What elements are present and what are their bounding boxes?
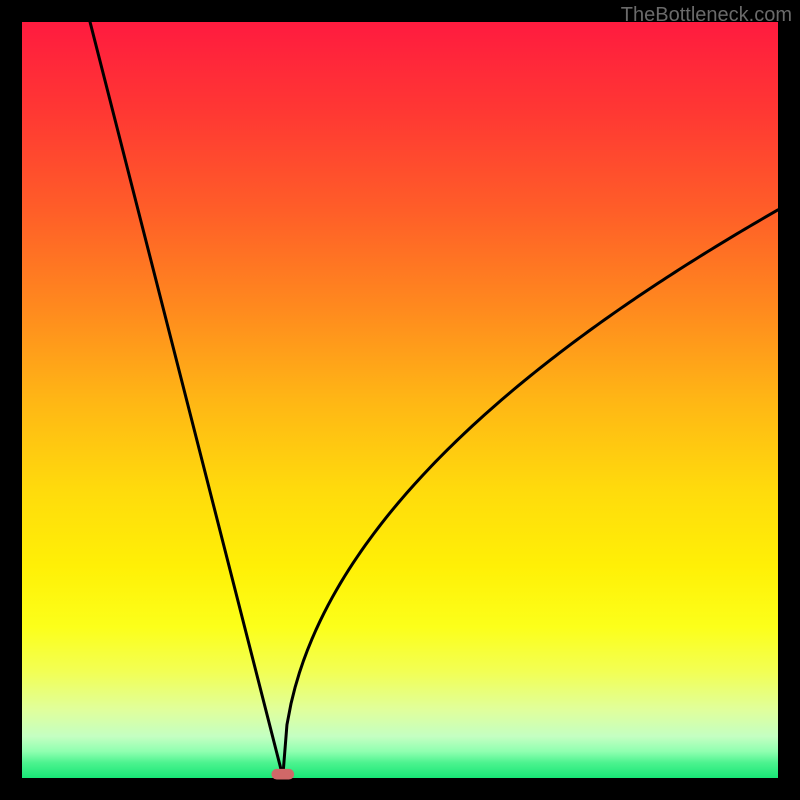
gradient-background bbox=[22, 22, 778, 778]
optimum-marker bbox=[271, 769, 294, 780]
chart-border bbox=[0, 778, 800, 800]
chart-border bbox=[778, 0, 800, 800]
chart-border bbox=[0, 0, 22, 800]
bottleneck-curve-chart bbox=[0, 0, 800, 800]
watermark-text: TheBottleneck.com bbox=[621, 4, 792, 27]
chart-container: TheBottleneck.com bbox=[0, 0, 800, 800]
